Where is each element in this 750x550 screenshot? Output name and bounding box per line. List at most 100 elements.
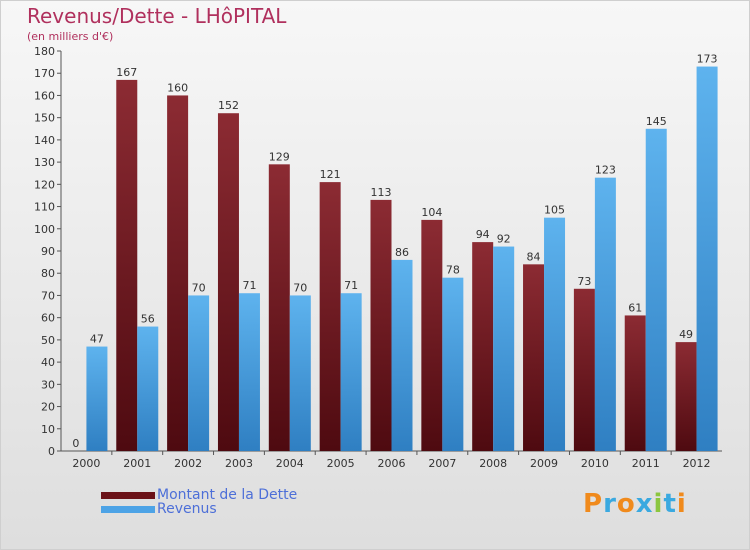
- bar-debt: [573, 288, 595, 451]
- bar-debt: [472, 242, 494, 451]
- bar-debt: [370, 199, 392, 451]
- legend-swatch-revenus: [101, 505, 155, 513]
- logo-letter: i: [653, 489, 664, 519]
- x-tick-label: 2002: [174, 457, 202, 470]
- bar-debt: [523, 264, 545, 451]
- x-tick-label: 2001: [123, 457, 151, 470]
- data-label-revenus: 86: [395, 246, 409, 259]
- bar-debt: [217, 113, 239, 451]
- y-tick-label: 130: [34, 156, 55, 169]
- bar-revenus: [188, 295, 210, 451]
- x-tick-label: 2005: [327, 457, 355, 470]
- data-label-debt: 0: [72, 437, 79, 450]
- data-label-debt: 121: [320, 168, 341, 181]
- data-label-debt: 61: [628, 301, 642, 314]
- bar-debt: [421, 219, 443, 451]
- bar-revenus: [696, 66, 718, 452]
- bar-debt: [624, 315, 646, 451]
- x-tick-label: 2003: [225, 457, 253, 470]
- y-tick-label: 180: [34, 45, 55, 58]
- y-tick-label: 170: [34, 67, 55, 80]
- bar-revenus: [442, 277, 464, 451]
- legend-label-revenus: Revenus: [157, 501, 217, 517]
- logo-letter: t: [663, 489, 677, 519]
- y-tick-label: 110: [34, 201, 55, 214]
- bar-revenus: [86, 346, 108, 451]
- data-label-revenus: 47: [90, 333, 104, 346]
- data-label-debt: 129: [269, 150, 290, 163]
- bar-revenus: [137, 326, 159, 451]
- logo-letter: o: [616, 489, 636, 519]
- y-tick-label: 80: [41, 267, 55, 280]
- bar-debt: [319, 182, 341, 451]
- logo-letter: r: [603, 489, 617, 519]
- data-label-revenus: 123: [595, 164, 616, 177]
- x-tick-label: 2011: [632, 457, 660, 470]
- data-label-revenus: 70: [293, 281, 307, 294]
- legend-item-debt: Montant de la Dette: [101, 487, 297, 503]
- data-label-revenus: 92: [497, 233, 511, 246]
- bar-revenus: [544, 217, 566, 451]
- data-label-debt: 167: [116, 66, 137, 79]
- bar-revenus: [238, 293, 260, 451]
- y-tick-label: 70: [41, 289, 55, 302]
- logo-letter: x: [635, 489, 654, 519]
- legend-label-debt: Montant de la Dette: [157, 487, 298, 503]
- data-label-revenus: 78: [446, 264, 460, 277]
- bar-revenus: [391, 259, 413, 451]
- y-tick-label: 140: [34, 134, 55, 147]
- data-label-revenus: 173: [697, 53, 718, 66]
- data-label-revenus: 71: [344, 279, 358, 292]
- y-tick-label: 100: [34, 223, 55, 236]
- x-tick-label: 2010: [581, 457, 609, 470]
- y-tick-label: 50: [41, 334, 55, 347]
- data-label-debt: 94: [476, 228, 490, 241]
- x-tick-label: 2009: [530, 457, 558, 470]
- y-tick-label: 160: [34, 89, 55, 102]
- bar-revenus: [594, 177, 616, 451]
- x-tick-label: 2012: [683, 457, 711, 470]
- data-label-debt: 160: [167, 81, 188, 94]
- x-tick-label: 2000: [72, 457, 100, 470]
- x-tick-label: 2004: [276, 457, 304, 470]
- data-label-debt: 49: [679, 328, 693, 341]
- y-tick-label: 20: [41, 401, 55, 414]
- logo-letter: i: [676, 489, 687, 519]
- bar-revenus: [340, 293, 362, 451]
- y-tick-label: 120: [34, 178, 55, 191]
- y-tick-label: 90: [41, 245, 55, 258]
- legend-swatch-debt: [101, 491, 155, 499]
- data-label-revenus: 145: [646, 115, 667, 128]
- bar-revenus: [493, 246, 515, 451]
- bar-revenus: [645, 128, 667, 451]
- y-tick-label: 60: [41, 312, 55, 325]
- y-tick-label: 30: [41, 378, 55, 391]
- y-tick-label: 40: [41, 356, 55, 369]
- data-label-revenus: 105: [544, 204, 565, 217]
- proxiti-logo: Proxiti: [583, 489, 687, 519]
- data-label-revenus: 56: [141, 313, 155, 326]
- bar-debt: [167, 95, 189, 451]
- data-label-debt: 84: [527, 250, 541, 263]
- chart-title: Revenus/Dette - LHôPITAL: [27, 4, 287, 28]
- data-label-revenus: 70: [192, 281, 206, 294]
- data-label-debt: 73: [577, 275, 591, 288]
- data-label-debt: 152: [218, 99, 239, 112]
- x-tick-label: 2008: [479, 457, 507, 470]
- x-tick-label: 2007: [428, 457, 456, 470]
- y-tick-label: 10: [41, 423, 55, 436]
- data-label-debt: 104: [421, 206, 442, 219]
- y-tick-label: 150: [34, 112, 55, 125]
- bar-debt: [675, 342, 697, 451]
- bar-debt: [116, 79, 138, 451]
- bar-debt: [268, 164, 290, 452]
- y-tick-label: 0: [48, 445, 55, 458]
- x-tick-label: 2006: [378, 457, 406, 470]
- chart-subtitle: (en milliers d'€): [27, 30, 114, 43]
- data-label-debt: 113: [371, 186, 392, 199]
- data-label-revenus: 71: [242, 279, 256, 292]
- logo-letter: P: [583, 489, 604, 519]
- bar-revenus: [289, 295, 311, 451]
